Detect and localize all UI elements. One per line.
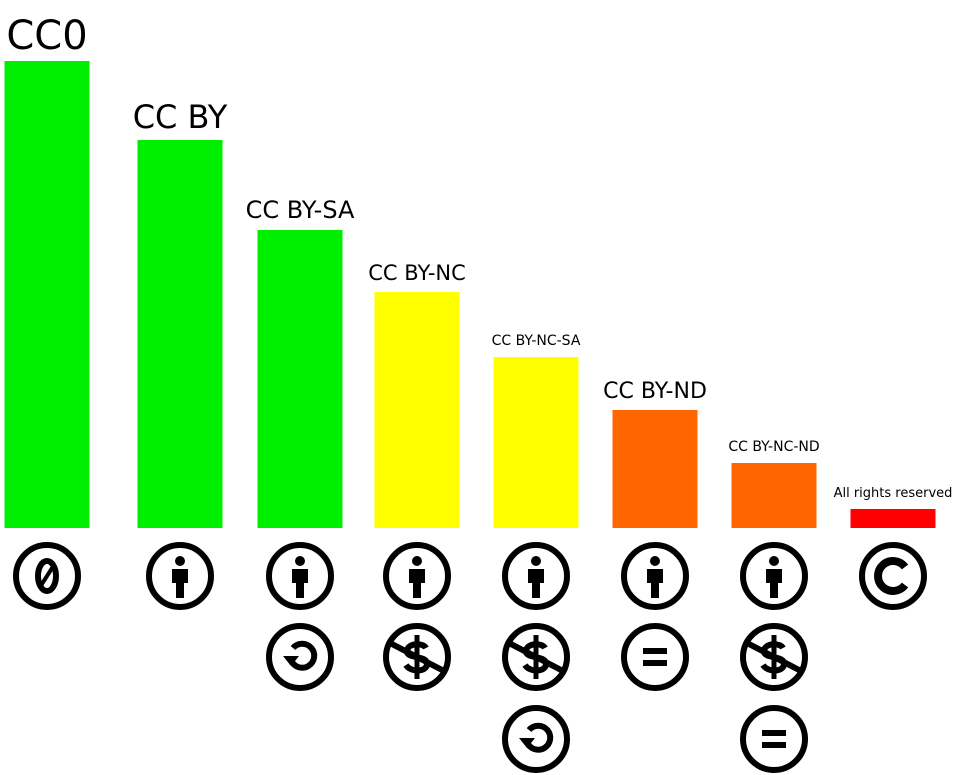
license-icon-by [146, 542, 214, 610]
license-icon-nc [740, 623, 808, 691]
icon-ring [740, 705, 808, 773]
bar-label: CC BY [133, 98, 228, 136]
icon-zero [35, 558, 59, 594]
icon-body [172, 569, 188, 598]
bar [493, 357, 579, 528]
icon-head [531, 556, 541, 566]
license-icon-nd [740, 705, 808, 773]
icon-arrow [524, 722, 554, 753]
icon-slash [745, 640, 803, 674]
bar [257, 230, 343, 528]
icon-ring [266, 623, 334, 691]
icon-arrow [288, 640, 318, 671]
license-icon-by [621, 542, 689, 610]
icon-zero-slash [38, 563, 56, 589]
icon-ring [859, 542, 927, 610]
bar-label: CC BY-NC-ND [728, 439, 819, 455]
license-icon-zero [13, 542, 81, 610]
license-icon-sa [266, 623, 334, 691]
icon-c [874, 557, 909, 595]
license-icon-nc [383, 623, 451, 691]
bar-label: CC BY-SA [246, 196, 355, 224]
bar [612, 410, 698, 528]
license-icon-nc [502, 623, 570, 691]
license-icon-by [502, 542, 570, 610]
bar [850, 509, 936, 528]
bar-label: CC BY-NC [368, 261, 466, 285]
bar [137, 140, 223, 528]
bar-label: CC BY-NC-SA [492, 333, 581, 349]
license-icon-by [740, 542, 808, 610]
icon-eq-bottom [643, 660, 667, 666]
icon-body [647, 569, 663, 598]
icon-arrowhead [519, 738, 535, 748]
icon-eq-top [762, 730, 786, 736]
icon-head [175, 556, 185, 566]
icon-head [769, 556, 779, 566]
bar [731, 463, 817, 528]
bar-label: CC BY-ND [603, 379, 707, 404]
license-icon-nd [621, 623, 689, 691]
icon-head [412, 556, 422, 566]
bar-label: CC0 [6, 13, 87, 59]
icon-ring [621, 623, 689, 691]
license-icon-c [859, 542, 927, 610]
icon-arrowhead [283, 656, 299, 666]
icon-body [409, 569, 425, 598]
icon-eq-bottom [762, 742, 786, 748]
bar-label: All rights reserved [834, 486, 953, 501]
icon-body [292, 569, 308, 598]
icon-slash [507, 640, 565, 674]
license-icon-by [266, 542, 334, 610]
license-icon-by [383, 542, 451, 610]
icon-body [528, 569, 544, 598]
icon-eq-top [643, 648, 667, 654]
bar [4, 61, 90, 528]
icon-slash [388, 640, 446, 674]
icon-body [766, 569, 782, 598]
bar [374, 292, 460, 528]
icon-head [295, 556, 305, 566]
license-icon-sa [502, 705, 570, 773]
icon-head [650, 556, 660, 566]
icon-ring [502, 705, 570, 773]
